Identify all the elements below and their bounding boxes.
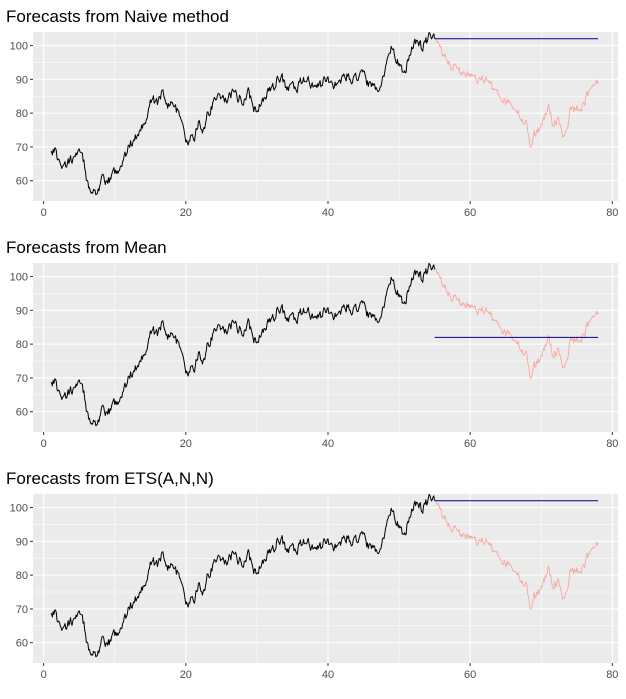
y-tick-label: 80	[16, 339, 28, 351]
test-series-line	[434, 268, 599, 379]
x-tick-label: 0	[41, 438, 47, 450]
x-tick-label: 60	[464, 438, 476, 450]
chart-title: Forecasts from ETS(A,N,N)	[6, 469, 214, 488]
x-tick-label: 0	[41, 207, 47, 219]
chart-title: Forecasts from Mean	[6, 238, 167, 257]
x-tick-label: 80	[606, 207, 618, 219]
x-tick-label: 60	[464, 669, 476, 681]
y-tick-label: 60	[16, 638, 28, 650]
x-tick-label: 40	[322, 669, 334, 681]
chart-panel-1: Forecasts from Naive method 0 20 40 60 80 60 70…	[6, 7, 618, 219]
y-tick-label: 70	[16, 142, 28, 154]
plot-background	[33, 263, 618, 432]
y-tick-label: 60	[16, 407, 28, 419]
y-tick-label: 80	[16, 570, 28, 582]
y-tick-label: 70	[16, 604, 28, 616]
chart-panel-3: Forecasts from ETS(A,N,N) 0 20 40 60 80 60 70 80…	[6, 469, 618, 681]
actual-series-line	[50, 493, 436, 658]
actual-series-line	[50, 31, 436, 196]
x-tick-label: 80	[606, 438, 618, 450]
y-tick-label: 100	[10, 272, 28, 284]
x-tick-label: 20	[180, 669, 192, 681]
x-tick-label: 60	[464, 207, 476, 219]
x-tick-label: 40	[322, 207, 334, 219]
x-tick-label: 0	[41, 669, 47, 681]
plot-background	[33, 494, 618, 663]
plot-background	[33, 32, 618, 201]
chart-panel-2: Forecasts from Mean 0 20 40 60 80 60 70 80 90 100	[6, 238, 618, 450]
y-tick-label: 90	[16, 536, 28, 548]
test-series-line	[434, 37, 599, 148]
y-tick-label: 100	[10, 503, 28, 515]
x-tick-label: 80	[606, 669, 618, 681]
x-tick-label: 20	[180, 438, 192, 450]
test-series-line	[434, 499, 599, 610]
y-tick-label: 80	[16, 108, 28, 120]
x-tick-label: 40	[322, 438, 334, 450]
x-tick-label: 20	[180, 207, 192, 219]
chart-title: Forecasts from Naive method	[6, 7, 229, 26]
y-tick-label: 70	[16, 373, 28, 385]
y-tick-label: 100	[10, 41, 28, 53]
y-tick-label: 60	[16, 176, 28, 188]
actual-series-line	[50, 262, 436, 427]
y-tick-label: 90	[16, 305, 28, 317]
y-tick-label: 90	[16, 74, 28, 86]
